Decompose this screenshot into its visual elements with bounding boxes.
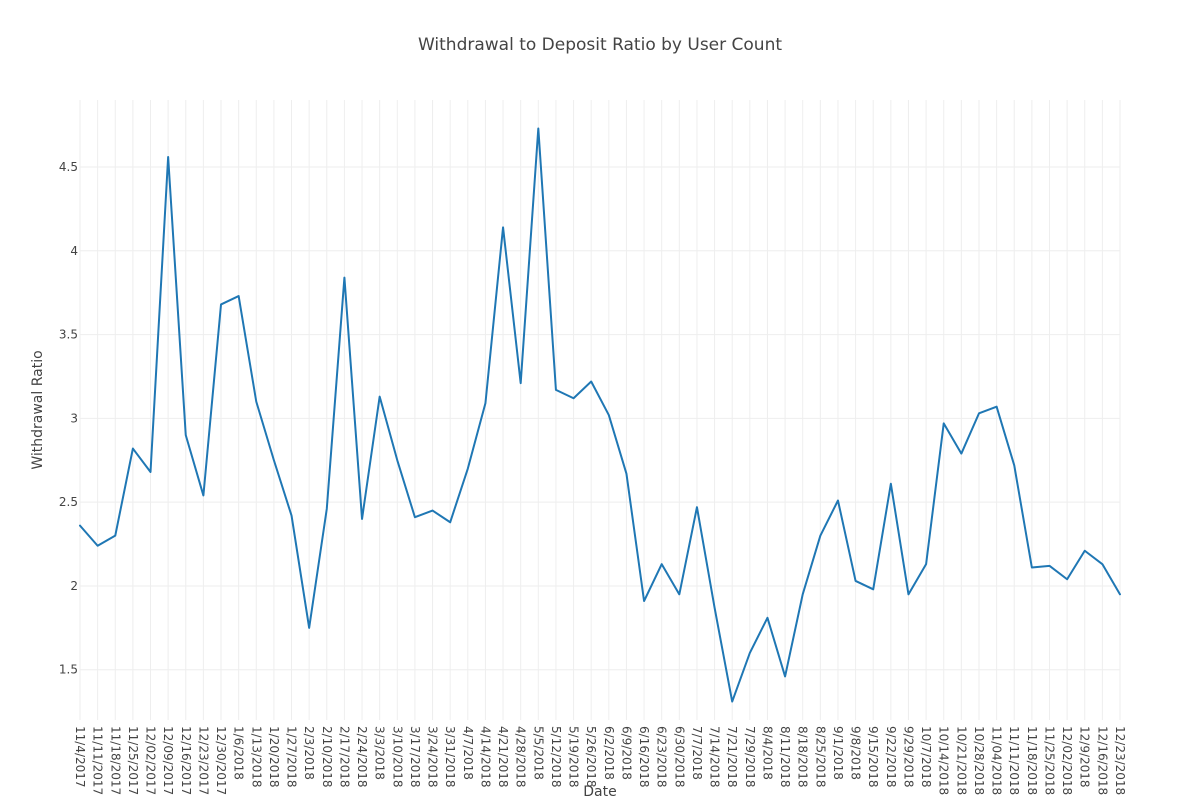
x-tick-label: 10/21/2018 — [954, 726, 968, 795]
x-tick-label: 8/4/2018 — [760, 726, 774, 780]
series-line — [79, 127, 1121, 703]
x-tick-label: 11/18/2018 — [1025, 726, 1039, 795]
x-tick-label: 6/9/2018 — [619, 726, 633, 780]
x-tick-label: 3/3/2018 — [373, 726, 387, 780]
x-tick-label: 12/02/2017 — [144, 726, 158, 795]
x-tick-label: 5/26/2018 — [584, 726, 598, 788]
x-tick-label: 4/14/2018 — [478, 726, 492, 788]
x-tick-label: 11/04/2018 — [990, 726, 1004, 795]
x-tick-label: 7/7/2018 — [690, 726, 704, 780]
y-tick-label: 1.5 — [59, 663, 78, 677]
x-tick-label: 1/6/2018 — [232, 726, 246, 780]
x-tick-label: 11/25/2018 — [1042, 726, 1056, 795]
y-tick-label: 4.5 — [59, 160, 78, 174]
x-tick-label: 12/30/2017 — [214, 726, 228, 795]
x-tick-label: 1/13/2018 — [249, 726, 263, 788]
x-tick-label: 1/27/2018 — [285, 726, 299, 788]
x-tick-label: 8/11/2018 — [778, 726, 792, 788]
x-tick-label: 12/02/2018 — [1060, 726, 1074, 795]
x-tick-label: 5/5/2018 — [531, 726, 545, 780]
x-gridlines — [79, 100, 1121, 720]
x-tick-label: 2/3/2018 — [302, 726, 316, 780]
x-tick-label: 12/16/2017 — [179, 726, 193, 795]
x-axis-title: Date — [583, 784, 616, 800]
x-tick-label: 8/25/2018 — [813, 726, 827, 788]
x-tick-label: 11/11/2017 — [91, 726, 105, 795]
x-tick-label: 11/4/2017 — [73, 726, 87, 788]
x-tick-label: 3/24/2018 — [426, 726, 440, 788]
x-tick-label: 9/29/2018 — [901, 726, 915, 788]
y-tick-label: 3.5 — [59, 328, 78, 342]
x-tick-label: 9/15/2018 — [866, 726, 880, 788]
x-tick-label: 11/25/2017 — [126, 726, 140, 795]
x-tick-label: 4/7/2018 — [461, 726, 475, 780]
x-tick-label: 12/23/2018 — [1113, 726, 1127, 795]
x-tick-label: 9/22/2018 — [884, 726, 898, 788]
x-tick-label: 6/2/2018 — [602, 726, 616, 780]
x-tick-label: 7/21/2018 — [725, 726, 739, 788]
x-tick-label: 9/1/2018 — [831, 726, 845, 780]
y-tick-label: 4 — [70, 244, 78, 258]
x-tick-label: 6/23/2018 — [655, 726, 669, 788]
x-tick-label: 1/20/2018 — [267, 726, 281, 788]
x-tick-label: 11/11/2018 — [1007, 726, 1021, 795]
x-tick-label: 10/28/2018 — [972, 726, 986, 795]
x-tick-label: 3/10/2018 — [390, 726, 404, 788]
x-tick-label: 6/16/2018 — [637, 726, 651, 788]
x-tick-label: 9/8/2018 — [849, 726, 863, 780]
x-tick-label: 5/19/2018 — [567, 726, 581, 788]
x-tick-label: 2/24/2018 — [355, 726, 369, 788]
x-tick-label: 12/16/2018 — [1095, 726, 1109, 795]
x-tick-label: 8/18/2018 — [796, 726, 810, 788]
x-tick-label: 6/30/2018 — [672, 726, 686, 788]
x-tick-label: 7/14/2018 — [708, 726, 722, 788]
y-axis-ticks: 1.5 2 2.5 3 3.5 4 4.5 — [59, 160, 78, 677]
x-tick-label: 11/18/2017 — [108, 726, 122, 795]
x-tick-label: 12/9/2018 — [1078, 726, 1092, 788]
y-tick-label: 2.5 — [59, 495, 78, 509]
y-gridlines — [80, 166, 1120, 671]
x-tick-label: 7/29/2018 — [743, 726, 757, 788]
x-tick-label: 10/14/2018 — [937, 726, 951, 795]
x-tick-label: 3/31/2018 — [443, 726, 457, 788]
x-tick-label: 2/10/2018 — [320, 726, 334, 788]
x-tick-label: 2/17/2018 — [337, 726, 351, 788]
x-tick-label: 4/21/2018 — [496, 726, 510, 788]
x-tick-label: 10/7/2018 — [919, 726, 933, 788]
x-tick-label: 4/28/2018 — [514, 726, 528, 788]
y-tick-label: 2 — [70, 579, 78, 593]
y-axis-title: Withdrawal Ratio — [30, 350, 46, 469]
x-tick-label: 12/09/2017 — [161, 726, 175, 795]
x-axis-ticks: 11/4/2017 11/11/2017 11/18/2017 11/25/2017 1… — [73, 726, 1127, 795]
x-tick-label: 5/12/2018 — [549, 726, 563, 788]
x-tick-label: 12/23/2017 — [196, 726, 210, 795]
y-tick-label: 3 — [70, 411, 78, 425]
x-tick-label: 3/17/2018 — [408, 726, 422, 788]
chart-title: Withdrawal to Deposit Ratio by User Coun… — [418, 35, 782, 55]
